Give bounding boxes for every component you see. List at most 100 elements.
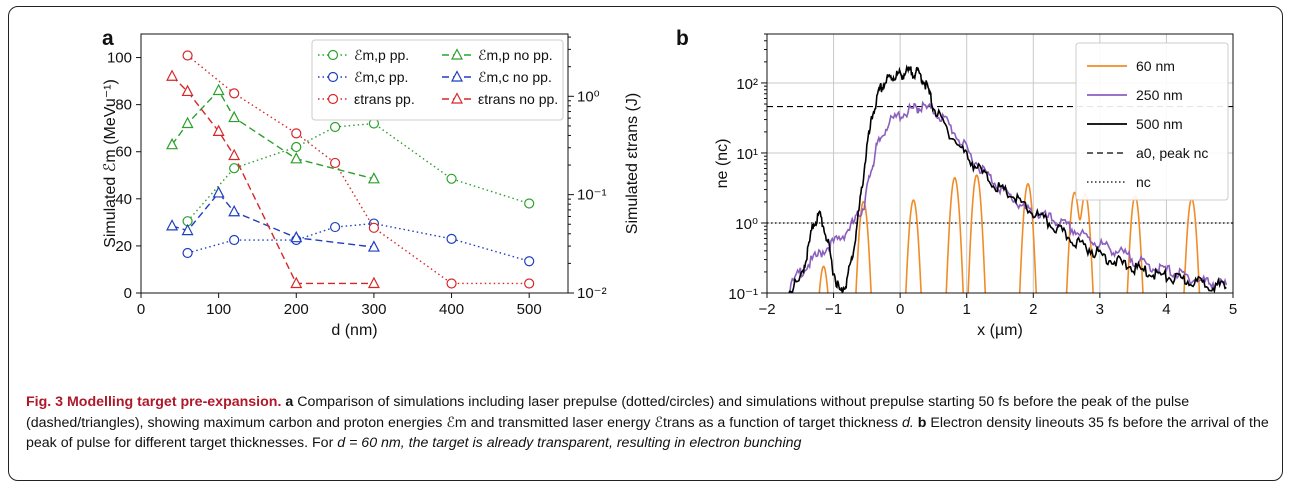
- data-point-a: [182, 247, 193, 259]
- data-point-a: [228, 110, 241, 123]
- plot-frame-b: [766, 33, 1234, 294]
- x-tick-label-b: 1: [963, 301, 971, 318]
- caption-b-label: b: [917, 414, 927, 431]
- x-tick-label-b: 0: [896, 301, 904, 318]
- data-point-a: [166, 219, 179, 231]
- data-point-a: [367, 276, 380, 289]
- x-tick-label-b: 3: [1096, 301, 1104, 318]
- x-tick-label-b: −1: [825, 301, 842, 318]
- legend-label-a: ℰm,c pp.: [354, 69, 408, 85]
- x-tick-label-a: 100: [206, 301, 231, 318]
- data-point-a: [228, 204, 241, 217]
- data-point-a: [290, 230, 303, 243]
- data-point-a: [524, 198, 535, 209]
- y-tick-label-a: 80: [115, 97, 132, 114]
- x-axis-label-a: d (nm): [331, 322, 377, 339]
- data-point-a: [229, 88, 240, 99]
- x-tick-label-b: 2: [1029, 301, 1037, 318]
- legend-marker-a: [451, 70, 463, 82]
- caption-a-text: Comparison of simulations including lase…: [26, 394, 1190, 431]
- legend-label-b: 60 nm: [1136, 58, 1175, 74]
- x-axis-label-b: x (µm): [977, 322, 1023, 339]
- data-point-a: [291, 141, 302, 153]
- y2-tick-label-a: 10⁰: [577, 88, 600, 105]
- caption-a-label: a: [285, 394, 294, 410]
- plot-frame-a: [140, 33, 569, 294]
- data-point-a: [367, 172, 380, 184]
- data-point-a: [212, 83, 225, 96]
- legend-label-a: ℰm,p pp.: [354, 47, 409, 63]
- x-tick-label-a: 0: [137, 301, 145, 318]
- x-tick-label-a: 400: [439, 301, 464, 318]
- legend-marker-a: [327, 49, 339, 61]
- legend-marker-a: [451, 48, 463, 60]
- x-tick-label-b: 4: [1162, 301, 1170, 318]
- data-point-a: [212, 124, 225, 136]
- legend-label-a: εtrans pp.: [354, 91, 415, 107]
- panel-b-chart: b −2 −1 0 1 2 3 4 5 10⁻¹ 10⁰ 10¹ 10² x (µm) ne (nc) 60 …: [676, 27, 1237, 339]
- data-point-a: [329, 121, 341, 133]
- data-point-a: [446, 278, 457, 289]
- y2-tick-label-a: 10⁻¹: [577, 187, 607, 204]
- data-point-a: [368, 222, 380, 233]
- caption-b-eq: d = 60 nm, the target is already transpa…: [337, 435, 802, 451]
- caption-title: Fig. 3 Modelling target pre-expansion.: [26, 394, 282, 410]
- y-tick-label-a: 40: [115, 191, 132, 208]
- data-point-a: [182, 50, 193, 61]
- legend-label-b: a0, peak nc: [1136, 145, 1208, 161]
- y-tick-label-b: 10⁰: [735, 216, 758, 233]
- series-line-a-1: [187, 222, 530, 262]
- data-point-a: [228, 148, 241, 161]
- y-axis-label-b: ne (nc): [714, 139, 731, 189]
- data-point-a: [166, 69, 179, 81]
- data-point-a: [181, 84, 194, 97]
- data-point-a: [367, 240, 380, 252]
- data-point-a: [212, 186, 225, 198]
- data-point-a: [166, 137, 179, 150]
- data-point-a: [181, 223, 194, 236]
- series-line-b-2: [788, 64, 1227, 293]
- y-axis-label-a: Simulated ℰm (MeVu⁻¹): [102, 79, 119, 248]
- y-tick-label-b: 10¹: [736, 146, 758, 163]
- series-line-a-4: [171, 191, 374, 248]
- x-tick-label-a: 300: [361, 301, 386, 318]
- data-point-a: [181, 116, 194, 129]
- caption-b-text: Electron density lineouts 35 fs before t…: [26, 414, 1269, 452]
- legend-label-a: ℰm,c no pp.: [478, 69, 552, 85]
- data-point-a: [446, 233, 457, 244]
- data-point-a: [446, 173, 457, 184]
- legend-label-b: 250 nm: [1136, 87, 1183, 103]
- series-line-a-5: [171, 75, 374, 285]
- panel-label-a: a: [102, 27, 114, 50]
- data-point-a: [229, 234, 240, 246]
- y-tick-label-b: 10²: [736, 76, 758, 93]
- panel-label-b: b: [676, 27, 689, 50]
- legend-label-b: nc: [1136, 174, 1151, 190]
- data-point-a: [290, 152, 303, 164]
- legend-a: ℰm,p pp. ℰm,c pp. εtrans pp. ℰm,p no pp. ℰm,…: [311, 39, 564, 121]
- series-group-b: [767, 64, 1233, 293]
- data-point-a: [290, 276, 303, 289]
- y-tick-label-b: 10⁻¹: [728, 286, 758, 303]
- data-point-a: [329, 157, 341, 169]
- panel-a-chart: a 0 100 200 300 400 500 0 20 40 60 80 100 10⁻² 10⁻¹ 10⁰…: [102, 27, 641, 339]
- x-tick-label-a: 200: [284, 301, 309, 318]
- y2-tick-label-a: 10⁻²: [577, 285, 607, 302]
- figure-caption: Fig. 3 Modelling target pre-expansion. a…: [26, 392, 1271, 454]
- x-tick-label-a: 500: [517, 301, 542, 318]
- figure-frame: [8, 6, 1283, 481]
- series-line-a-3: [171, 89, 375, 180]
- data-point-a: [524, 256, 535, 267]
- legend-label-b: 500 nm: [1136, 116, 1183, 132]
- y-tick-label-a: 0: [124, 285, 132, 302]
- legend-marker-a: [327, 93, 339, 105]
- data-point-a: [229, 163, 240, 174]
- legend-box-b: [1075, 42, 1229, 201]
- data-point-a: [329, 221, 341, 233]
- legend-box-a: [311, 39, 564, 121]
- legend-label-a: εtrans no pp.: [478, 91, 558, 107]
- y2-axis-label-a: Simulated εtrans (J): [624, 93, 641, 234]
- legend-marker-a: [327, 71, 339, 83]
- data-point-a: [291, 128, 302, 139]
- caption-a-var: d.: [901, 414, 914, 431]
